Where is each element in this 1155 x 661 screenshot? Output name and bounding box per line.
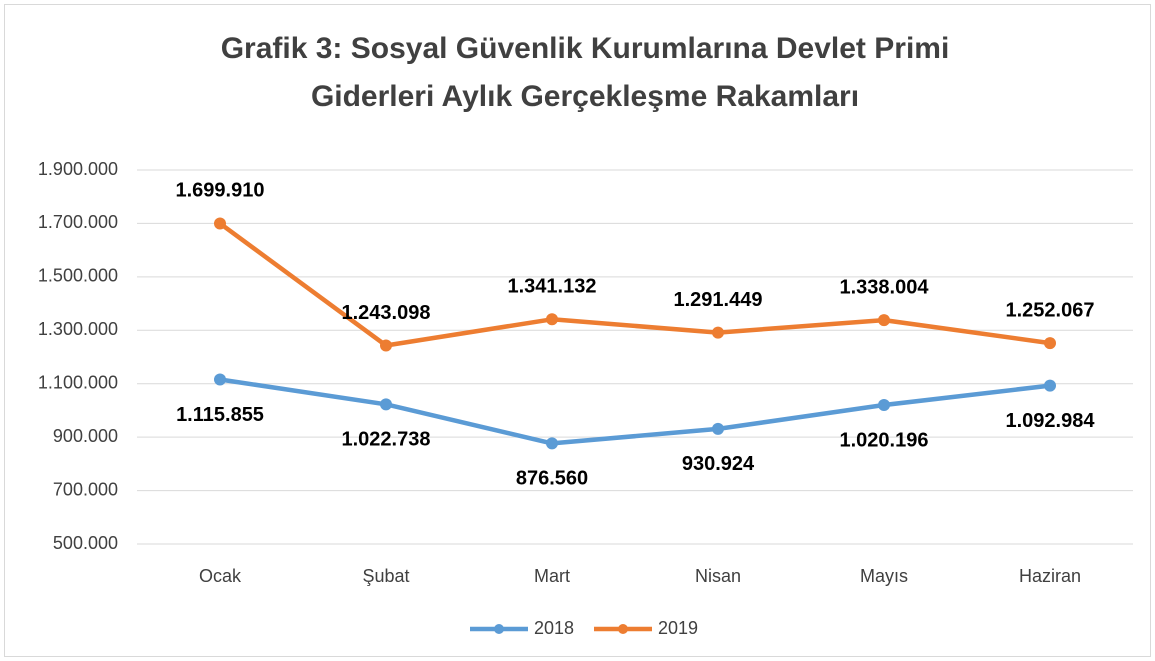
data-label: 1.338.004 — [840, 276, 930, 298]
x-tick-label: Nisan — [695, 566, 741, 586]
y-tick-label: 900.000 — [53, 426, 118, 446]
y-tick-label: 1.300.000 — [38, 319, 118, 339]
data-point — [1044, 337, 1056, 350]
data-label: 1.092.984 — [1006, 410, 1096, 432]
data-point — [1044, 379, 1056, 392]
legend-label: 2018 — [534, 618, 574, 638]
y-tick-label: 1.100.000 — [38, 372, 118, 392]
x-tick-label: Mayıs — [860, 566, 908, 586]
data-point — [546, 437, 558, 450]
legend-label: 2019 — [658, 618, 698, 638]
data-point — [546, 313, 558, 326]
x-tick-label: Haziran — [1019, 566, 1081, 586]
y-tick-label: 1.500.000 — [38, 266, 118, 286]
data-label: 1.341.132 — [508, 276, 597, 298]
x-tick-label: Ocak — [199, 566, 242, 586]
data-label: 1.243.098 — [342, 302, 431, 324]
data-point — [380, 339, 392, 352]
data-point — [712, 422, 724, 435]
data-point — [380, 398, 392, 411]
legend-marker — [618, 624, 628, 634]
data-label: 1.252.067 — [1006, 299, 1095, 321]
data-label: 876.560 — [516, 468, 588, 490]
y-tick-label: 1.900.000 — [38, 159, 118, 179]
series-line — [219, 377, 1051, 446]
data-label: 1.022.738 — [342, 429, 431, 451]
data-label: 1.020.196 — [840, 429, 929, 451]
data-point — [878, 399, 890, 412]
data-point — [214, 217, 226, 230]
y-tick-label: 1.700.000 — [38, 212, 118, 232]
series-line — [218, 221, 1051, 348]
x-tick-label: Şubat — [362, 566, 409, 586]
y-tick-label: 700.000 — [53, 479, 118, 499]
data-point — [712, 326, 724, 339]
data-label: 1.291.449 — [674, 289, 763, 311]
data-point — [878, 314, 890, 327]
chart-title: Grafik 3: Sosyal Güvenlik Kurumlarına De… — [221, 32, 950, 65]
data-label: 1.699.910 — [176, 180, 265, 202]
legend-marker — [494, 624, 504, 634]
y-tick-label: 500.000 — [53, 533, 118, 553]
chart-title: Giderleri Aylık Gerçekleşme Rakamları — [311, 80, 859, 113]
data-label: 1.115.855 — [176, 404, 264, 426]
x-tick-label: Mart — [534, 566, 570, 586]
data-label: 930.924 — [682, 453, 755, 475]
data-point — [214, 373, 226, 386]
